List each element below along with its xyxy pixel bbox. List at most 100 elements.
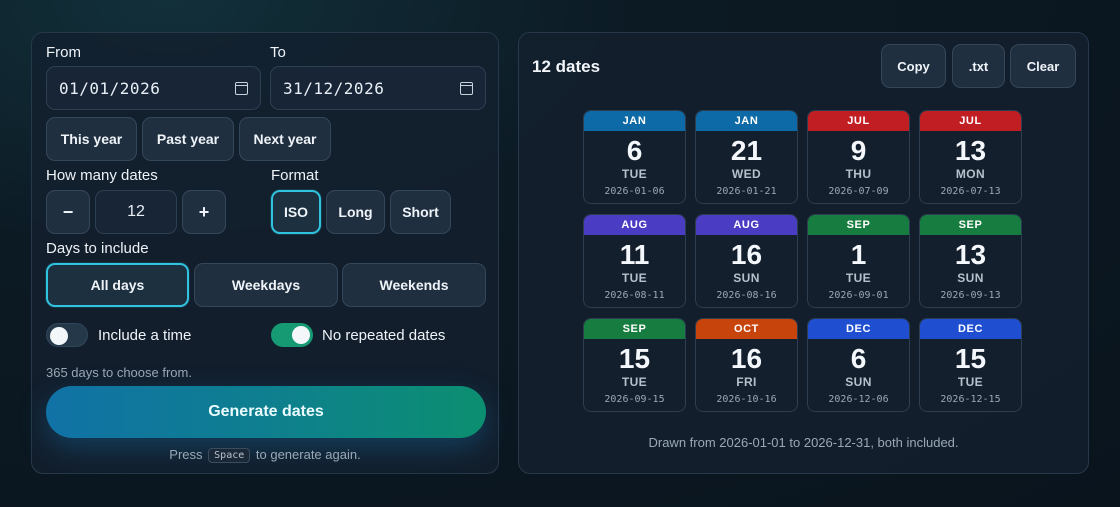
download-txt-button[interactable]: .txt: [952, 44, 1005, 88]
keyboard-hint: Press Space to generate again.: [32, 447, 498, 464]
card-iso: 2026-01-21: [716, 186, 777, 197]
calendar-icon[interactable]: [235, 81, 248, 95]
date-card: JUL 13 MON 2026-07-13: [919, 110, 1022, 204]
card-weekday: MON: [955, 167, 986, 181]
days-label: Days to include: [46, 240, 149, 257]
all-days-button[interactable]: All days: [46, 263, 189, 307]
results-title: 12 dates: [532, 57, 601, 76]
date-card: OCT 16 FRI 2026-10-16: [695, 318, 798, 412]
format-label: Format: [271, 167, 319, 184]
card-iso: 2026-09-01: [828, 290, 889, 301]
card-iso: 2026-09-13: [940, 290, 1001, 301]
past-year-button[interactable]: Past year: [142, 117, 234, 161]
card-weekday: FRI: [736, 375, 757, 389]
include-time-toggle[interactable]: [46, 323, 88, 347]
card-month: AUG: [584, 215, 685, 235]
card-weekday: SUN: [957, 271, 984, 285]
card-day: 15: [618, 343, 651, 374]
format-iso-button[interactable]: ISO: [271, 190, 321, 234]
card-month: JAN: [584, 111, 685, 131]
card-iso: 2026-12-06: [828, 394, 889, 405]
card-iso: 2026-01-06: [604, 186, 665, 197]
range-hint: 365 days to choose from.: [46, 365, 192, 380]
date-card: JUL 9 THU 2026-07-09: [807, 110, 910, 204]
copy-button[interactable]: Copy: [881, 44, 946, 88]
to-label: To: [270, 44, 286, 61]
press-before: Press: [169, 447, 203, 462]
next-year-button[interactable]: Next year: [239, 117, 331, 161]
press-after: to generate again.: [255, 447, 361, 462]
card-weekday: TUE: [621, 375, 648, 389]
from-date-value: 01/01/2026: [59, 78, 161, 98]
count-input[interactable]: 12: [95, 190, 177, 234]
decrement-button[interactable]: −: [46, 190, 90, 234]
increment-button[interactable]: +: [182, 190, 226, 234]
from-label: From: [46, 44, 81, 61]
card-month: JUL: [808, 111, 909, 131]
generate-button[interactable]: Generate dates: [46, 386, 486, 438]
card-day: 13: [954, 239, 987, 270]
card-day: 13: [954, 135, 987, 166]
date-card: DEC 15 TUE 2026-12-15: [919, 318, 1022, 412]
card-iso: 2026-10-16: [716, 394, 777, 405]
card-weekday: SUN: [845, 375, 872, 389]
card-iso: 2026-08-16: [716, 290, 777, 301]
from-date-field[interactable]: 01/01/2026: [46, 66, 261, 110]
weekdays-button[interactable]: Weekdays: [194, 263, 338, 307]
card-weekday: THU: [845, 167, 872, 181]
card-day: 16: [730, 343, 763, 374]
format-short-button[interactable]: Short: [390, 190, 451, 234]
card-weekday: TUE: [957, 375, 984, 389]
card-weekday: TUE: [845, 271, 872, 285]
card-day: 1: [850, 239, 867, 270]
card-iso: 2026-07-09: [828, 186, 889, 197]
results-panel: 12 dates Copy .txt Clear JAN 6 TUE 2026-01-…: [518, 32, 1089, 474]
card-weekday: TUE: [621, 167, 648, 181]
card-iso: 2026-12-15: [940, 394, 1001, 405]
card-month: SEP: [920, 215, 1021, 235]
card-month: DEC: [808, 319, 909, 339]
no-repeat-label: No repeated dates: [322, 327, 446, 344]
card-month: DEC: [920, 319, 1021, 339]
date-card: AUG 16 SUN 2026-08-16: [695, 214, 798, 308]
date-card: JAN 6 TUE 2026-01-06: [583, 110, 686, 204]
weekends-button[interactable]: Weekends: [342, 263, 486, 307]
results-footer: Drawn from 2026-01-01 to 2026-12-31, bot…: [648, 435, 959, 450]
card-day: 6: [850, 343, 867, 374]
calendar-icon[interactable]: [460, 81, 473, 95]
include-time-label: Include a time: [98, 327, 192, 344]
card-month: AUG: [696, 215, 797, 235]
date-card: JAN 21 WED 2026-01-21: [695, 110, 798, 204]
card-month: SEP: [808, 215, 909, 235]
date-card: DEC 6 SUN 2026-12-06: [807, 318, 910, 412]
date-card: SEP 15 TUE 2026-09-15: [583, 318, 686, 412]
card-weekday: SUN: [733, 271, 760, 285]
date-card: SEP 13 SUN 2026-09-13: [919, 214, 1022, 308]
card-month: OCT: [696, 319, 797, 339]
card-weekday: TUE: [621, 271, 648, 285]
date-grid: JAN 6 TUE 2026-01-06 JAN 21 WED 2026-01-21 JUL 9 T…: [583, 110, 1022, 412]
toggle-knob: [292, 326, 310, 344]
clear-button[interactable]: Clear: [1010, 44, 1076, 88]
card-day: 15: [954, 343, 987, 374]
no-repeat-toggle[interactable]: [271, 323, 313, 347]
this-year-button[interactable]: This year: [46, 117, 137, 161]
date-card: AUG 11 TUE 2026-08-11: [583, 214, 686, 308]
card-day: 11: [619, 239, 650, 270]
card-iso: 2026-08-11: [604, 290, 665, 301]
date-card: SEP 1 TUE 2026-09-01: [807, 214, 910, 308]
card-month: JUL: [920, 111, 1021, 131]
card-month: JAN: [696, 111, 797, 131]
card-day: 16: [730, 239, 763, 270]
card-day: 6: [626, 135, 643, 166]
settings-panel: From 01/01/2026 To 31/12/2026 This year …: [31, 32, 499, 474]
card-month: SEP: [584, 319, 685, 339]
card-day: 21: [730, 135, 763, 166]
card-iso: 2026-07-13: [940, 186, 1001, 197]
format-long-button[interactable]: Long: [326, 190, 385, 234]
count-label: How many dates: [46, 167, 158, 184]
to-date-field[interactable]: 31/12/2026: [270, 66, 486, 110]
space-key: Space: [208, 448, 251, 464]
toggle-knob: [50, 327, 68, 345]
card-iso: 2026-09-15: [604, 394, 665, 405]
